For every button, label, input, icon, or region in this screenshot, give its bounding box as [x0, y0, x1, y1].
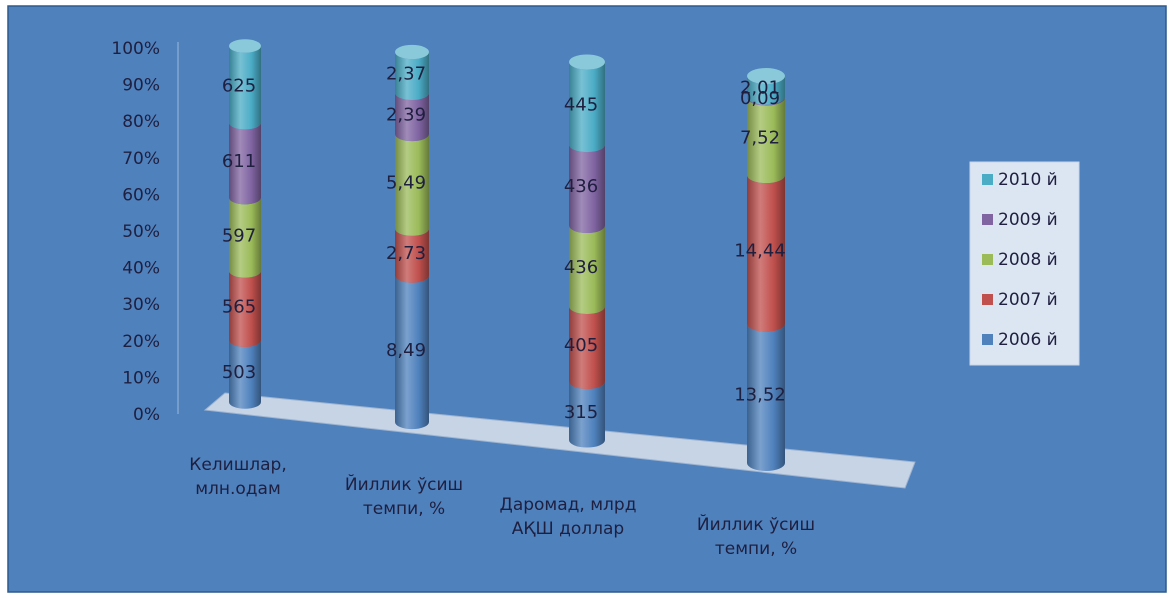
legend-item: 2009 й [982, 210, 1058, 230]
data-label: 13,52 [734, 384, 786, 405]
x-category-label: Келишлар, млн.одам [189, 455, 286, 499]
legend-label: 2008 й [998, 250, 1058, 270]
data-label: 611 [222, 151, 256, 172]
data-label: 436 [564, 257, 598, 278]
floor-top [203, 392, 916, 489]
data-label: 625 [222, 75, 256, 96]
bar-segment [395, 228, 429, 283]
legend-swatch [982, 214, 993, 225]
data-label: 445 [564, 94, 598, 115]
bar-segment [229, 46, 261, 130]
y-axis: 0% 10% 20% 30% 40% 50% 60% 70% 80% 90% 100% [111, 39, 179, 425]
y-tick-label: 80% [122, 112, 160, 132]
bar-segment [229, 122, 261, 205]
cylinder-top [395, 44, 429, 60]
y-tick-label: 70% [122, 149, 160, 169]
x-category-label: Йиллик ўсиш темпи, % [697, 513, 815, 559]
bar-segment [395, 52, 429, 100]
chart-floor [203, 392, 916, 489]
data-label: 8,49 [386, 340, 426, 361]
bar-segment [747, 175, 785, 332]
bar-segment [747, 76, 785, 105]
bar-segment [569, 225, 605, 314]
legend-item: 2010 й [982, 170, 1058, 190]
x-axis-labels: Келишлар, млн.одам Йиллик ўсиш темпи, % Даро… [189, 455, 815, 559]
y-tick-label: 90% [122, 76, 160, 96]
y-tick-label: 60% [122, 185, 160, 205]
bar-segment [395, 275, 429, 430]
cylinder-3: 315 405 436 436 445 [564, 54, 605, 448]
x-category-label: Даромад, млрд АҚШ доллар [500, 495, 637, 539]
bar-segment [747, 97, 785, 184]
cylinder-1: 503 565 597 611 625 [222, 39, 261, 409]
data-label: 2,39 [386, 104, 426, 125]
y-tick-label: 10% [122, 368, 160, 388]
legend-item: 2008 й [982, 250, 1058, 270]
bar-segment [395, 134, 429, 236]
y-tick-label: 0% [133, 405, 160, 425]
data-label: 2,37 [386, 63, 426, 84]
data-label: 315 [564, 402, 598, 423]
legend-swatch [982, 294, 993, 305]
bar-segment [229, 340, 261, 409]
data-label: 0,09 [740, 88, 780, 109]
legend-swatch [982, 254, 993, 265]
data-label: 7,52 [740, 127, 780, 148]
y-tick-label: 100% [111, 39, 160, 59]
data-label: 565 [222, 297, 256, 318]
data-label: 2,73 [386, 243, 426, 264]
bar-segment [569, 381, 605, 448]
y-tick-label: 40% [122, 259, 160, 279]
cylinder-top [569, 54, 605, 70]
legend-item: 2007 й [982, 290, 1058, 310]
bar-segment [569, 62, 605, 153]
cylinder-2: 8,49 2,73 5,49 2,39 2,37 [386, 44, 429, 430]
data-label: 14,44 [734, 240, 786, 261]
data-label: 5,49 [386, 172, 426, 193]
x-category-label: Йиллик ўсиш темпи, % [345, 473, 463, 519]
y-tick-label: 30% [122, 295, 160, 315]
bar-segment [229, 197, 261, 278]
legend-swatch [982, 334, 993, 345]
bar-segment [569, 306, 605, 390]
y-tick-label: 20% [122, 332, 160, 352]
data-label: 405 [564, 335, 598, 356]
cylinder-4: 13,52 14,44 7,52 0,092,01 [734, 68, 786, 471]
data-label: 503 [222, 362, 256, 383]
cylinder-top [229, 39, 261, 53]
y-tick-label: 50% [122, 222, 160, 242]
bar-segment [395, 92, 429, 142]
bar-segment [569, 144, 605, 234]
data-label: 597 [222, 225, 256, 246]
legend-item: 2006 й [982, 330, 1058, 350]
legend-label: 2007 й [998, 290, 1058, 310]
legend-label: 2010 й [998, 170, 1058, 190]
legend-label: 2006 й [998, 330, 1058, 350]
data-label: 436 [564, 176, 598, 197]
plot-area: 503 565 597 611 625 8,49 2,73 5,49 2,39 2,37 315 40… [222, 39, 786, 471]
legend: 2010 й 2009 й 2008 й 2007 й 2006 й [969, 161, 1080, 366]
cylinder-top [747, 68, 785, 84]
legend-swatch [982, 174, 993, 185]
legend-label: 2009 й [998, 210, 1058, 230]
bar-segment [229, 270, 261, 347]
bar-segment [747, 323, 785, 471]
data-label: 2,01 [740, 77, 780, 98]
